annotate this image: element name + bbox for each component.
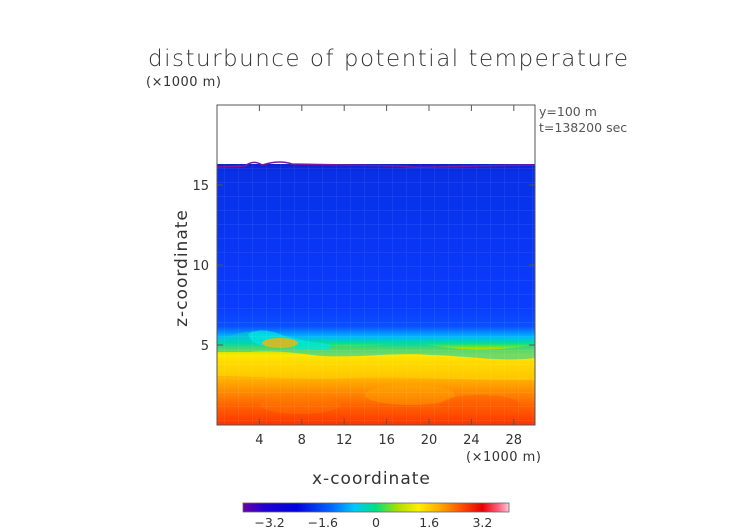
x-axis-unit: (×1000 m)	[466, 450, 542, 465]
colorbar	[242, 502, 510, 513]
y-axis: 5 10 15	[192, 179, 535, 354]
x-tick-label: 8	[298, 433, 306, 448]
y-tick-label: 15	[192, 179, 209, 194]
y-tick-label: 10	[192, 259, 209, 274]
x-tick-label: 12	[336, 433, 353, 448]
colorbar-tick-label: 3.2	[472, 515, 492, 530]
z-axis-unit: (×1000 m)	[146, 75, 222, 90]
colorbar-tick-label: 1.6	[419, 515, 439, 530]
colorbar-tick-label: 0	[372, 515, 380, 530]
y-tick-label: 5	[201, 339, 209, 354]
temperature-field	[217, 161, 535, 425]
x-tick-label: 4	[255, 433, 263, 448]
x-tick-label: 24	[463, 433, 480, 448]
x-tick-label: 20	[421, 433, 438, 448]
x-tick-label: 28	[506, 433, 523, 448]
chart-title: disturbunce of potential temperature	[148, 46, 630, 72]
annotation-time: t=138200 sec	[539, 120, 628, 135]
colorbar-ticks: −3.2 −1.6 0 1.6 3.2	[254, 515, 492, 530]
x-tick-label: 16	[378, 433, 395, 448]
colorbar-tick-label: −3.2	[254, 515, 284, 530]
annotation-y: y=100 m	[539, 104, 597, 119]
x-axis: 4 8 12 16 20 24 28	[255, 105, 522, 448]
colorbar-tick-label: −1.6	[308, 515, 338, 530]
x-axis-label: x-coordinate	[312, 469, 431, 489]
